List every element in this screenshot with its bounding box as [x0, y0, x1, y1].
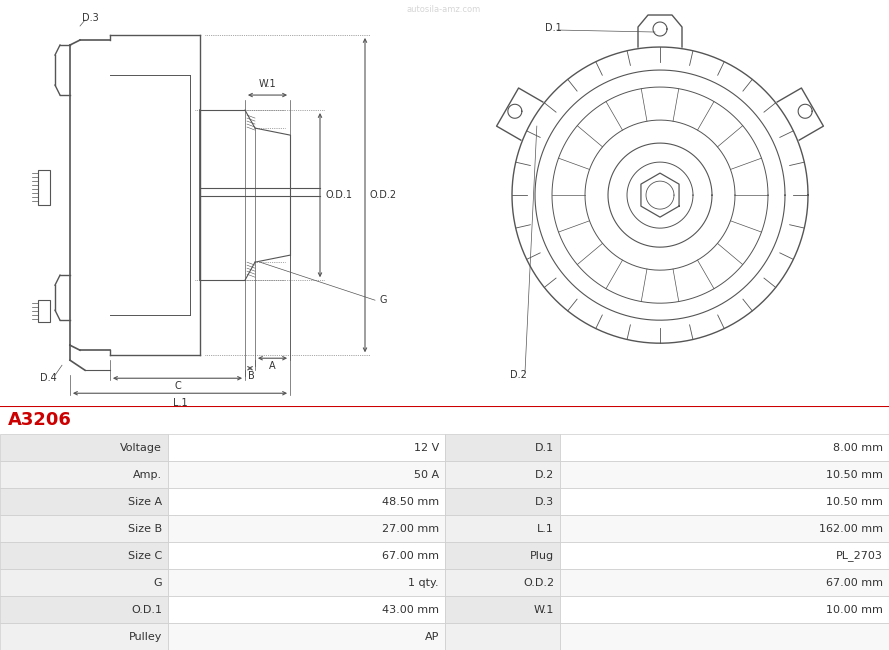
- Bar: [445, 488, 560, 515]
- Text: 27.00 mm: 27.00 mm: [382, 524, 439, 534]
- Text: A: A: [269, 361, 276, 371]
- Text: Size C: Size C: [128, 551, 162, 560]
- Text: 67.00 mm: 67.00 mm: [382, 551, 439, 560]
- Bar: [168, 434, 445, 462]
- Text: D.3: D.3: [535, 497, 554, 506]
- Bar: [0, 515, 168, 542]
- Text: D.2: D.2: [510, 370, 527, 380]
- Text: O.D.2: O.D.2: [370, 190, 397, 200]
- Text: L.1: L.1: [537, 524, 554, 534]
- Bar: [560, 623, 889, 650]
- Bar: [168, 569, 445, 596]
- Text: O.D.1: O.D.1: [325, 190, 352, 200]
- Bar: [445, 623, 560, 650]
- Bar: [0, 569, 168, 596]
- Text: D.4: D.4: [40, 373, 57, 384]
- Bar: [445, 542, 560, 569]
- Bar: [168, 462, 445, 488]
- Text: B: B: [248, 371, 254, 382]
- Text: Size A: Size A: [128, 497, 162, 506]
- Bar: [168, 542, 445, 569]
- Bar: [445, 515, 560, 542]
- Bar: [0, 434, 168, 462]
- Text: 43.00 mm: 43.00 mm: [382, 604, 439, 614]
- Bar: [38, 300, 50, 322]
- Text: Size B: Size B: [128, 524, 162, 534]
- Text: G: G: [380, 295, 388, 306]
- Bar: [168, 515, 445, 542]
- Bar: [445, 596, 560, 623]
- Bar: [38, 170, 50, 205]
- Text: PL_2703: PL_2703: [837, 550, 883, 561]
- Bar: [0, 623, 168, 650]
- Text: C: C: [174, 382, 180, 391]
- Text: A3206: A3206: [8, 411, 72, 429]
- Text: 10.00 mm: 10.00 mm: [826, 604, 883, 614]
- Text: O.D.2: O.D.2: [523, 578, 554, 588]
- Text: D.1: D.1: [545, 23, 562, 33]
- Bar: [0, 542, 168, 569]
- Bar: [168, 596, 445, 623]
- Text: Pulley: Pulley: [129, 632, 162, 642]
- Text: 50 A: 50 A: [414, 470, 439, 480]
- Text: 10.50 mm: 10.50 mm: [826, 470, 883, 480]
- Bar: [445, 569, 560, 596]
- Bar: [445, 462, 560, 488]
- Text: 67.00 mm: 67.00 mm: [826, 578, 883, 588]
- Bar: [0, 596, 168, 623]
- Bar: [560, 515, 889, 542]
- Text: W.1: W.1: [259, 79, 276, 89]
- Bar: [560, 569, 889, 596]
- Text: 1 qty.: 1 qty.: [408, 578, 439, 588]
- Bar: [560, 488, 889, 515]
- Text: G: G: [154, 578, 162, 588]
- Text: Amp.: Amp.: [132, 470, 162, 480]
- Text: autosila-amz.com: autosila-amz.com: [407, 5, 481, 14]
- Text: Plug: Plug: [530, 551, 554, 560]
- Bar: [445, 434, 560, 462]
- Text: 12 V: 12 V: [413, 443, 439, 452]
- Text: W.1: W.1: [533, 604, 554, 614]
- Bar: [560, 542, 889, 569]
- Bar: [560, 596, 889, 623]
- Text: D.3: D.3: [82, 13, 99, 23]
- Text: D.1: D.1: [535, 443, 554, 452]
- Text: AP: AP: [425, 632, 439, 642]
- Text: 8.00 mm: 8.00 mm: [833, 443, 883, 452]
- Text: L.1: L.1: [172, 398, 188, 408]
- Bar: [168, 623, 445, 650]
- Text: 162.00 mm: 162.00 mm: [819, 524, 883, 534]
- Text: 10.50 mm: 10.50 mm: [826, 497, 883, 506]
- Bar: [560, 462, 889, 488]
- Text: 48.50 mm: 48.50 mm: [382, 497, 439, 506]
- Text: O.D.1: O.D.1: [131, 604, 162, 614]
- Bar: [0, 488, 168, 515]
- Text: D.2: D.2: [535, 470, 554, 480]
- Bar: [560, 434, 889, 462]
- Bar: [168, 488, 445, 515]
- Text: Voltage: Voltage: [120, 443, 162, 452]
- Bar: [0, 462, 168, 488]
